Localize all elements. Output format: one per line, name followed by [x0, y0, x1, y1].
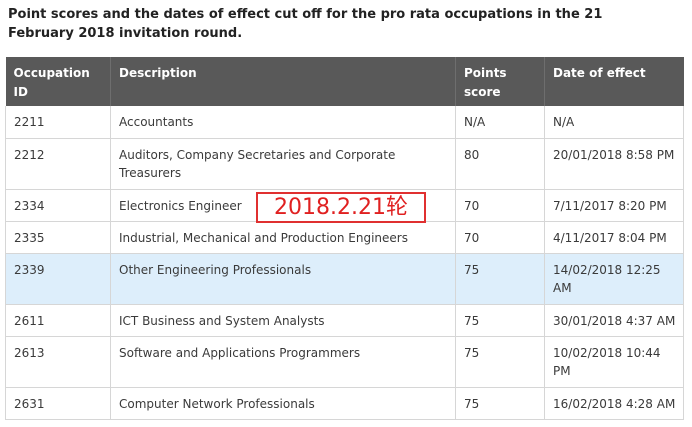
- table-row: 2334 Electronics Engineer 70 7/11/2017 8…: [5, 189, 684, 222]
- cell-points: 80: [455, 138, 545, 190]
- cell-points: 75: [455, 387, 545, 420]
- cell-occupation-id: 2212: [5, 138, 111, 190]
- table-row: 2631 Computer Network Professionals 75 1…: [5, 387, 684, 420]
- table-caption: Point scores and the dates of effect cut…: [8, 7, 603, 41]
- cell-points: 75: [455, 304, 545, 337]
- cell-description: Other Engineering Professionals: [110, 253, 456, 305]
- cell-date: N/A: [544, 106, 684, 139]
- cell-description: Computer Network Professionals: [110, 387, 456, 420]
- cell-occupation-id: 2334: [5, 189, 111, 222]
- cell-points: 75: [455, 336, 545, 388]
- cell-points: 70: [455, 189, 545, 222]
- cell-occupation-id: 2335: [5, 221, 111, 254]
- cell-date: 16/02/2018 4:28 AM: [544, 387, 684, 420]
- table-row-highlighted: 2339 Other Engineering Professionals 75 …: [5, 253, 684, 305]
- red-annotation-box: 2018.2.21轮: [256, 192, 426, 223]
- table-header-row: Occupation ID Description Points score D…: [5, 57, 684, 106]
- cell-description: Accountants: [110, 106, 456, 139]
- cell-date: 4/11/2017 8:04 PM: [544, 221, 684, 254]
- cell-occupation-id: 2613: [5, 336, 111, 388]
- header-date-of-effect: Date of effect: [544, 57, 684, 106]
- cell-date: 7/11/2017 8:20 PM: [544, 189, 684, 222]
- header-description: Description: [110, 57, 456, 106]
- table-row: 2613 Software and Applications Programme…: [5, 336, 684, 388]
- cell-occupation-id: 2611: [5, 304, 111, 337]
- table-row: 2611 ICT Business and System Analysts 75…: [5, 304, 684, 337]
- cell-occupation-id: 2631: [5, 387, 111, 420]
- cell-description: Industrial, Mechanical and Production En…: [110, 221, 456, 254]
- cell-date: 10/02/2018 10:44 PM: [544, 336, 684, 388]
- cell-date: 20/01/2018 8:58 PM: [544, 138, 684, 190]
- table-row: 2211 Accountants N/A N/A: [5, 106, 684, 139]
- cell-occupation-id: 2211: [5, 106, 111, 139]
- occupation-table: Occupation ID Description Points score D…: [5, 57, 684, 420]
- table-row: 2335 Industrial, Mechanical and Producti…: [5, 221, 684, 254]
- cell-points: 70: [455, 221, 545, 254]
- cell-description: Auditors, Company Secretaries and Corpor…: [110, 138, 456, 190]
- table-row: 2212 Auditors, Company Secretaries and C…: [5, 138, 684, 190]
- cell-date: 30/01/2018 4:37 AM: [544, 304, 684, 337]
- cell-date: 14/02/2018 12:25 AM: [544, 253, 684, 305]
- cell-description: ICT Business and System Analysts: [110, 304, 456, 337]
- cell-description: Electronics Engineer: [110, 189, 456, 222]
- cell-occupation-id: 2339: [5, 253, 111, 305]
- cell-points: 75: [455, 253, 545, 305]
- header-occupation-id: Occupation ID: [5, 57, 111, 106]
- header-points-score: Points score: [455, 57, 545, 106]
- cell-description: Software and Applications Programmers: [110, 336, 456, 388]
- cell-points: N/A: [455, 106, 545, 139]
